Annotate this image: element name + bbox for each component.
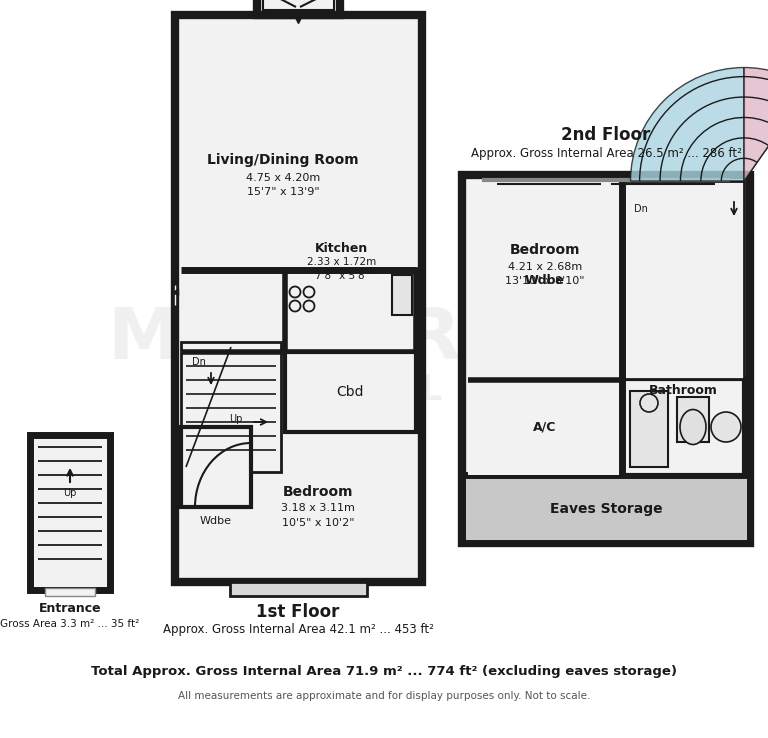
Bar bbox=[630, 391, 668, 467]
Text: 4.75 x 4.20m: 4.75 x 4.20m bbox=[246, 173, 320, 183]
Text: Wdbe: Wdbe bbox=[525, 274, 565, 286]
Text: Cbd: Cbd bbox=[336, 385, 364, 399]
Text: RESIDENTIAL: RESIDENTIAL bbox=[177, 373, 443, 407]
Bar bbox=[392, 275, 412, 315]
Text: 2.33 x 1.72m: 2.33 x 1.72m bbox=[307, 257, 376, 267]
Bar bbox=[468, 380, 622, 475]
Text: Up: Up bbox=[63, 488, 77, 498]
Text: 7'8" x 5'8": 7'8" x 5'8" bbox=[315, 271, 369, 281]
Bar bbox=[468, 181, 622, 380]
Bar bbox=[285, 270, 416, 352]
Text: 3.18 x 3.11m: 3.18 x 3.11m bbox=[281, 503, 355, 513]
Bar bbox=[263, 0, 334, 10]
Bar bbox=[462, 175, 750, 543]
Text: Gross Area 3.3 m² ... 35 ft²: Gross Area 3.3 m² ... 35 ft² bbox=[0, 619, 140, 629]
Text: 1st Floor: 1st Floor bbox=[257, 603, 339, 621]
Text: Living/Dining Room: Living/Dining Room bbox=[207, 153, 359, 167]
Text: Up: Up bbox=[230, 414, 243, 424]
Bar bbox=[181, 342, 281, 472]
Text: 4.21 x 2.68m: 4.21 x 2.68m bbox=[508, 262, 582, 272]
Bar bbox=[45, 588, 95, 596]
Bar bbox=[677, 397, 709, 442]
Text: 2nd Floor: 2nd Floor bbox=[561, 126, 650, 144]
Wedge shape bbox=[631, 68, 744, 181]
Text: Kitchen: Kitchen bbox=[316, 241, 369, 255]
Bar bbox=[257, 0, 340, 15]
Ellipse shape bbox=[680, 410, 706, 444]
Bar bbox=[181, 427, 251, 507]
Text: Approx. Gross Internal Area 42.1 m² ... 453 ft²: Approx. Gross Internal Area 42.1 m² ... … bbox=[163, 624, 433, 636]
Bar bbox=[30, 435, 110, 590]
Text: Bathroom: Bathroom bbox=[648, 384, 717, 398]
Text: 10'5" x 10'2": 10'5" x 10'2" bbox=[282, 518, 354, 528]
Bar bbox=[230, 582, 367, 596]
Text: Bedroom: Bedroom bbox=[510, 243, 581, 257]
Text: Eaves Storage: Eaves Storage bbox=[550, 502, 662, 516]
Text: Dn: Dn bbox=[634, 204, 648, 214]
Text: All measurements are approximate and for display purposes only. Not to scale.: All measurements are approximate and for… bbox=[178, 691, 590, 701]
Text: Bedroom: Bedroom bbox=[283, 485, 353, 499]
Text: Total Approx. Gross Internal Area 71.9 m² ... 774 ft² (excluding eaves storage): Total Approx. Gross Internal Area 71.9 m… bbox=[91, 666, 677, 678]
Text: Wdbe: Wdbe bbox=[200, 516, 232, 526]
Wedge shape bbox=[744, 68, 768, 181]
Bar bbox=[285, 352, 416, 432]
Bar bbox=[622, 379, 744, 475]
Text: Entrance: Entrance bbox=[38, 601, 101, 615]
Bar bbox=[622, 181, 744, 379]
Circle shape bbox=[711, 412, 741, 442]
Text: A/C: A/C bbox=[533, 421, 557, 433]
Bar bbox=[175, 15, 422, 582]
Text: 15'7" x 13'9": 15'7" x 13'9" bbox=[247, 187, 319, 197]
Text: Approx. Gross Internal Area 26.5 m² ... 286 ft²: Approx. Gross Internal Area 26.5 m² ... … bbox=[471, 147, 741, 159]
Bar bbox=[462, 475, 750, 543]
Text: Dn: Dn bbox=[192, 357, 206, 367]
Text: 13'10" x 8'10": 13'10" x 8'10" bbox=[505, 276, 584, 286]
Text: MANNERS: MANNERS bbox=[107, 306, 513, 374]
